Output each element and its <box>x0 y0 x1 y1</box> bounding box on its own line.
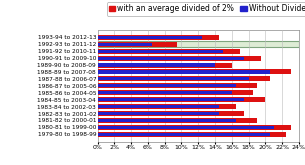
Bar <box>98 63 232 67</box>
Bar <box>98 112 219 115</box>
Bar <box>98 43 152 46</box>
Bar <box>98 133 270 136</box>
Bar <box>98 105 219 108</box>
Bar <box>98 91 232 94</box>
Bar <box>98 90 253 95</box>
Bar <box>98 77 249 80</box>
Bar <box>98 76 270 81</box>
Bar <box>98 56 261 61</box>
Bar <box>98 98 244 101</box>
Bar <box>98 42 177 47</box>
Bar <box>98 35 219 40</box>
Bar <box>98 36 203 39</box>
Bar <box>98 104 236 109</box>
Bar <box>98 111 244 116</box>
Bar <box>98 126 274 129</box>
Bar <box>98 42 177 47</box>
Bar <box>98 132 286 137</box>
Bar <box>98 118 257 123</box>
Bar <box>98 69 290 74</box>
Bar <box>98 97 265 102</box>
Bar <box>98 43 152 46</box>
Bar <box>98 125 290 130</box>
FancyBboxPatch shape <box>98 41 299 47</box>
Bar <box>98 49 240 54</box>
Bar <box>98 50 223 53</box>
Legend: with an average divided of 2%, Without Dividends: with an average divided of 2%, Without D… <box>107 2 305 16</box>
Bar <box>98 83 257 88</box>
Bar <box>98 64 215 66</box>
Bar <box>98 70 270 73</box>
Bar <box>98 57 244 60</box>
Bar <box>98 119 236 122</box>
Bar <box>98 84 236 87</box>
